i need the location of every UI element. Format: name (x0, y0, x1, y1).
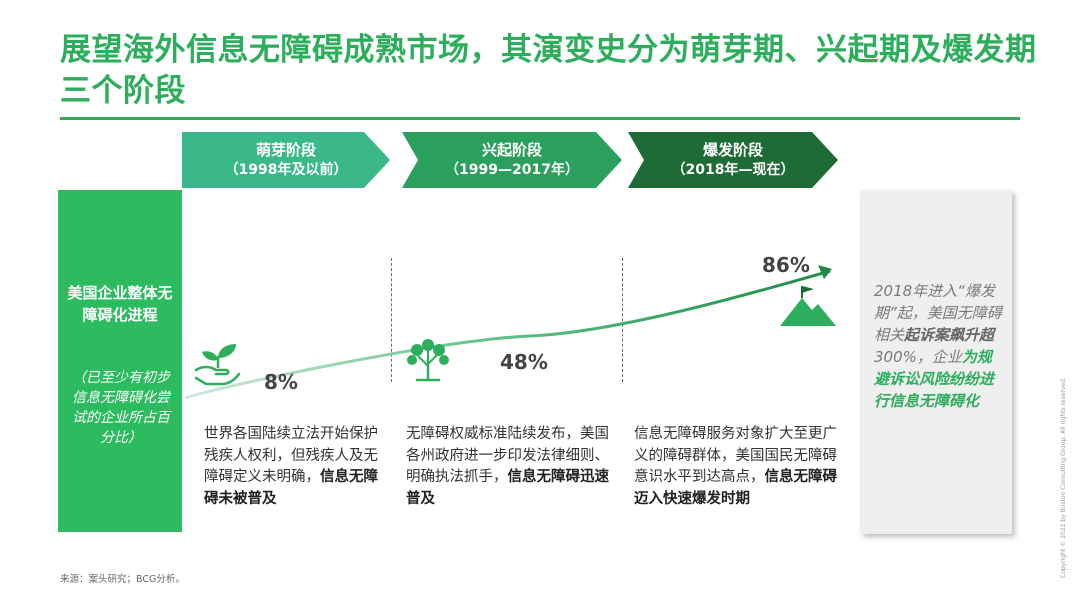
stage-chevron-explosion: 爆发阶段 （2018年—现在） (628, 132, 838, 188)
description-text: 无障碍权威标准陆续发布，美国各州政府进一步印发法律细则、明确执法抓手， (406, 426, 609, 485)
metric-note: （已至少有初步信息无障碍化尝试的企业所占百分比） (72, 370, 170, 446)
description-highlight: 信息无障碍迅速普及 (406, 469, 609, 507)
value-label: 86% (762, 253, 810, 277)
tree-icon (407, 339, 449, 382)
stage-name: 兴起阶段 (481, 141, 542, 159)
stage-years: （1998年及以前） (224, 162, 348, 178)
description-highlight: 信息无障碍未被普及 (204, 469, 378, 507)
stage-description-budding: 世界各国陆续立法开始保护残疾人权利，但残疾人及无障碍定义未明确，信息无障碍未被普… (204, 424, 390, 510)
value-label: 8% (264, 370, 298, 394)
stage-description-rising: 无障碍权威标准陆续发布，美国各州政府进一步印发法律细则、明确执法抓手，信息无障碍… (406, 424, 616, 510)
hand-sprout-icon (194, 344, 241, 386)
copyright-note: Copyright © 2022 by Boston Consulting Gr… (1060, 377, 1067, 578)
stage-description-explosion: 信息无障碍服务对象扩大至更广义的障碍群体，美国国民无障碍意识水平到达高点，信息无… (634, 424, 840, 510)
mountain-flag-icon (780, 286, 836, 326)
description-highlight: 信息无障碍迈入快速爆发时期 (634, 469, 837, 507)
source-note: 来源：案头研究；BCG分析。 (60, 574, 185, 585)
metric-label-box: 美国企业整体无障碍化进程 （已至少有初步信息无障碍化尝试的企业所占百分比） (58, 190, 182, 532)
growth-line (184, 269, 831, 400)
description-text: 信息无障碍服务对象扩大至更广义的障碍群体，美国国民无障碍意识水平到达高点， (634, 426, 837, 485)
stage-divider (391, 258, 392, 382)
page-title: 展望海外信息无障碍成熟市场，其演变史分为萌芽期、兴起期及爆发期三个阶段 (60, 32, 1037, 109)
title-underline (60, 117, 1020, 120)
timeline-panel (182, 190, 842, 532)
value-label: 48% (500, 350, 548, 374)
stage-name: 爆发阶段 (702, 141, 763, 159)
stage-years: （2018年—现在） (671, 162, 795, 178)
stage-divider (622, 258, 623, 382)
stage-years: （1999—2017年） (445, 162, 579, 178)
stage-chevron-budding: 萌芽阶段 （1998年及以前） (182, 132, 390, 188)
arrow-head-icon (818, 265, 832, 279)
insight-callout: 2018年进入“爆发期”起，美国无障碍相关起诉案飙升超300%，企业为规避诉讼风… (860, 190, 1012, 534)
description-text: 世界各国陆续立法开始保护残疾人权利，但残疾人及无障碍定义未明确， (204, 426, 378, 485)
callout-text: 2018年进入“爆发期”起，美国无障碍相关起诉案飙升超300%，企业为规避诉讼风… (874, 282, 1002, 410)
metric-label: 美国企业整体无障碍化进程 (67, 284, 173, 324)
stage-chevron-rising: 兴起阶段 （1999—2017年） (402, 132, 622, 188)
stage-name: 萌芽阶段 (255, 141, 316, 159)
